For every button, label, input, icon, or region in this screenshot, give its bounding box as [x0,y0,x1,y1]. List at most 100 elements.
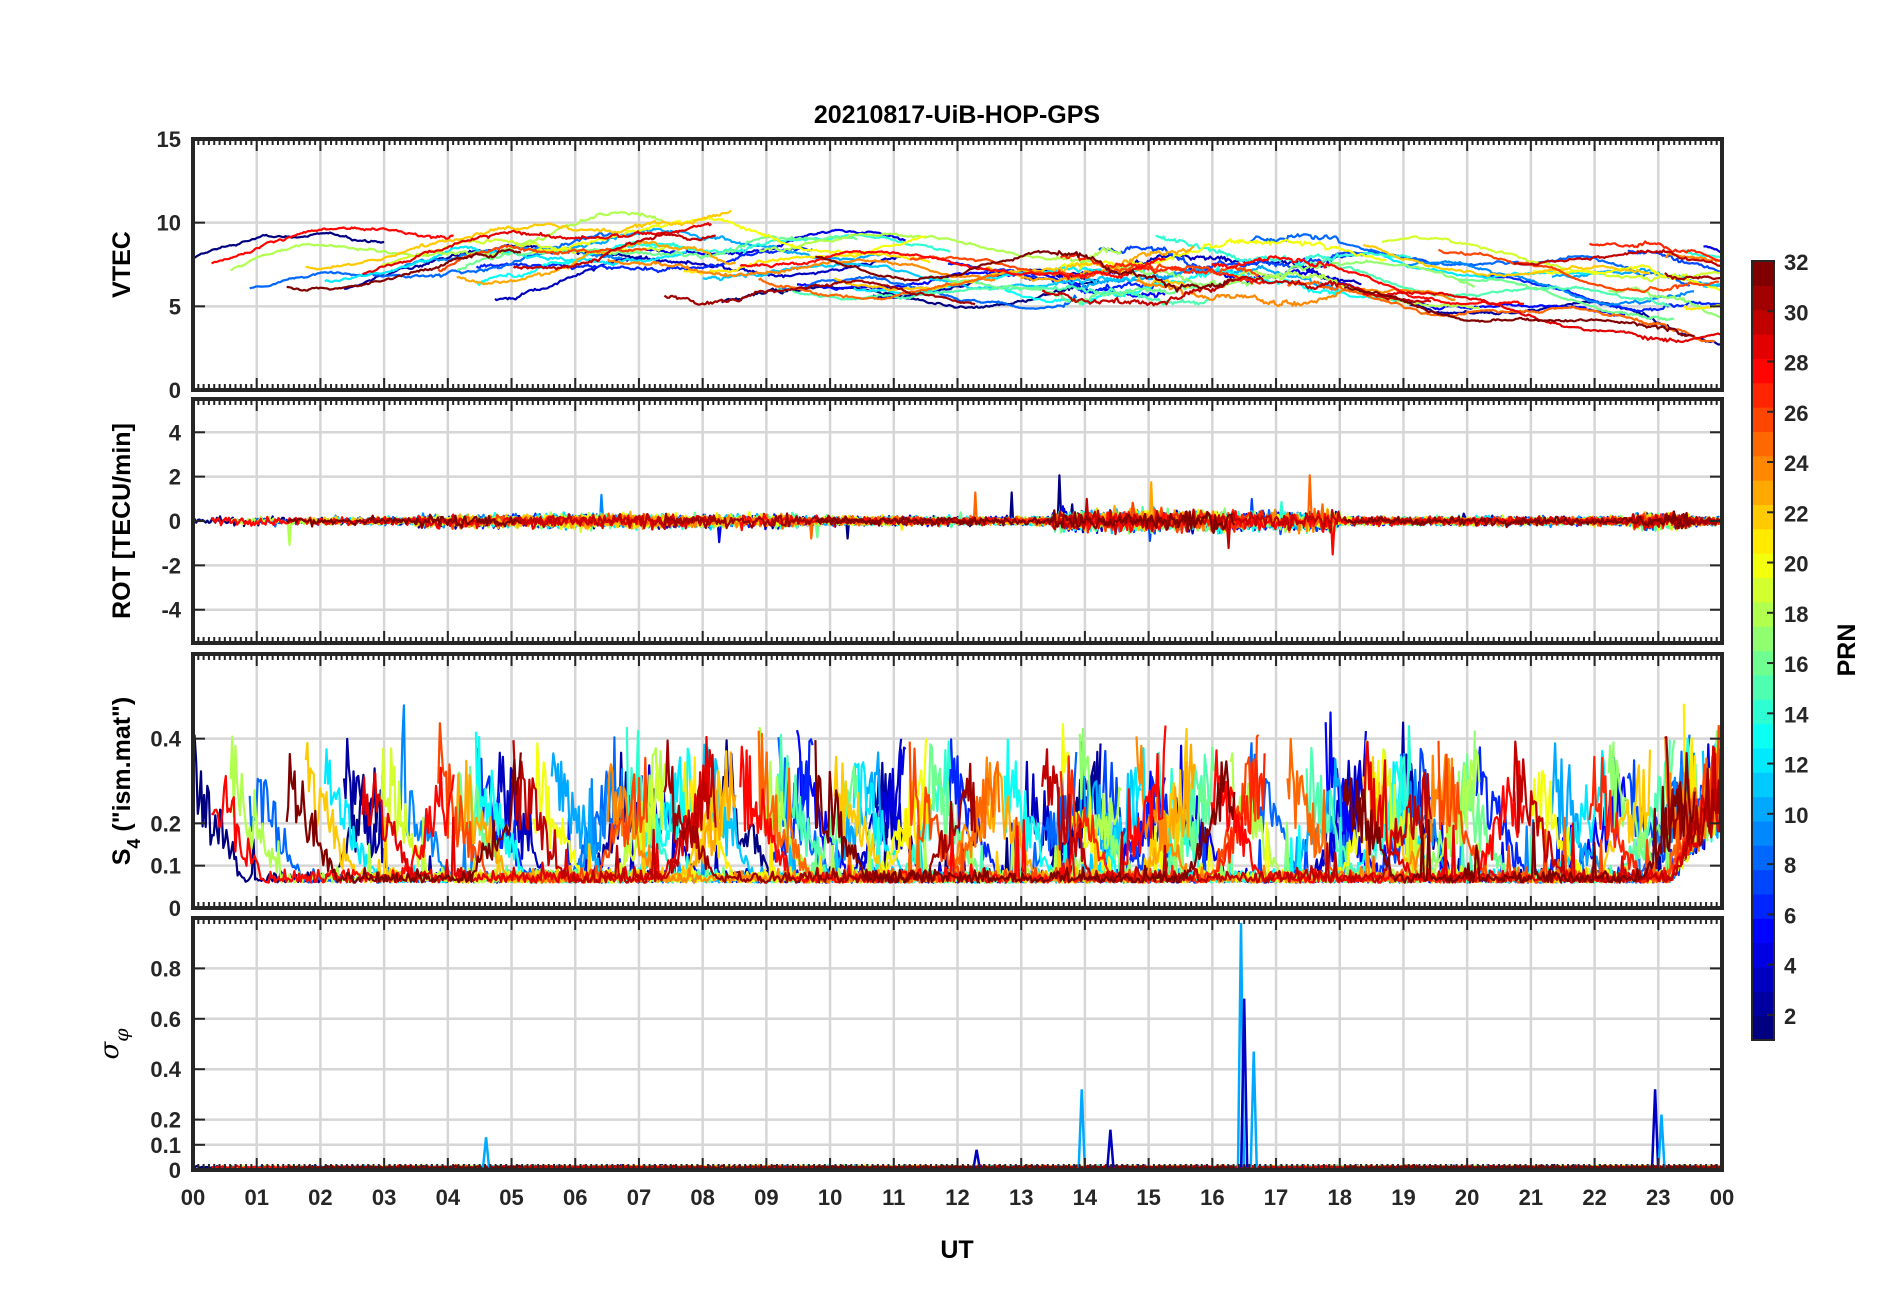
series-prn-18 [230,210,663,272]
colorbar-tick-label: 2 [1784,1004,1796,1029]
x-tick-label: 03 [372,1185,396,1210]
colorbar-cell [1752,480,1774,506]
x-tick-label: 11 [882,1185,905,1210]
series-prn-16 [1457,277,1675,322]
x-tick-label: 09 [754,1185,778,1210]
series-prn-32 [285,752,522,884]
x-tick-label: 01 [244,1185,268,1210]
x-axis-label: UT [940,1236,973,1264]
sigma-spike [1249,1051,1258,1168]
sigma-spike [1077,1089,1086,1168]
colorbar-tick-label: 14 [1784,702,1809,727]
series-group [193,209,1722,346]
colorbar-tick-label: 6 [1784,903,1796,928]
series-prn-12 [1381,749,1607,884]
colorbar-tick-label: 18 [1784,602,1808,627]
colorbar-tick-label: 24 [1784,451,1809,476]
x-tick-label: 12 [945,1185,969,1210]
colorbar-cell [1752,431,1774,457]
panel-vtec: 0 5 10 15 VTEC [108,127,1724,403]
series-prn-30 [1513,249,1722,268]
colorbar-cell [1752,1015,1774,1041]
series-prn-15 [777,284,1210,307]
y-tick-label: 0.4 [150,727,181,752]
colorbar-cell [1752,553,1774,579]
colorbar-cell [1752,991,1774,1017]
series-prn-16 [456,235,858,272]
colorbar-cell [1752,285,1774,311]
colorbar-cell [1752,918,1774,944]
x-tick-label: 06 [563,1185,587,1210]
y-tick-label: 0.1 [150,1133,181,1158]
y-tick-label: 4 [169,420,182,445]
series-prn-26 [1438,248,1720,294]
sigma-spike [1650,1089,1660,1168]
y-tick-label: 10 [157,211,181,236]
colorbar-tick-label: 32 [1784,250,1808,275]
sigma-spike [1657,1114,1666,1168]
colorbar-cell [1752,893,1774,919]
colorbar-cell [1752,674,1774,700]
series-prn-27 [1588,240,1722,262]
series-prn-22 [1362,243,1651,278]
x-tick-label: 20 [1455,1185,1479,1210]
series-prn-17 [1079,257,1476,288]
series-prn-28 [211,226,454,265]
x-tick-label: 04 [436,1185,461,1210]
colorbar-cell [1752,772,1774,798]
x-tick-label: 00 [1710,1185,1734,1210]
colorbar-tick-label: 16 [1784,652,1808,677]
x-tick-label: 22 [1582,1185,1606,1210]
series-prn-32 [1344,286,1695,338]
colorbar-cell [1752,942,1774,968]
colorbar-tick-label: 28 [1784,351,1808,376]
series-prn-18 [758,232,1122,265]
y-tick-label: 0 [169,378,181,403]
x-tick-label: 10 [818,1185,842,1210]
x-tick-label: 07 [627,1185,651,1210]
colorbar-cell [1752,358,1774,384]
series-prn-11 [702,262,1142,290]
x-tick-label: 16 [1200,1185,1224,1210]
y-tick-label: 0.2 [150,1108,181,1133]
colorbar-tick-label: 30 [1784,300,1808,325]
colorbar-cell [1752,869,1774,895]
series-prn-28 [739,250,1166,280]
colorbar-cell [1752,747,1774,773]
series-prn-7 [1098,245,1431,272]
series-prn-31 [1664,736,1722,847]
y-tick-label: 0.8 [150,956,181,981]
y-label-main: S [108,849,136,866]
y-tick-label: 5 [169,294,181,319]
series-prn-32 [814,740,1236,884]
series-group [193,474,1722,556]
y-label-sub: φ [111,1028,133,1042]
colorbar-cell [1752,626,1774,652]
series-prn-25 [1286,280,1716,344]
series-prn-32 [285,513,521,529]
colorbar-label: PRN [1833,624,1861,677]
series-group [193,703,1722,884]
series-prn-7 [1627,249,1722,274]
y-tick-label: -2 [161,553,181,578]
series-prn-8 [1249,233,1691,287]
colorbar-tick-label: 20 [1784,552,1808,577]
series-prn-9 [1400,260,1694,307]
series-prn-23 [985,245,1195,283]
colorbar-cell [1752,796,1774,822]
x-tick-label: 14 [1073,1185,1098,1210]
y-tick-label: 0 [169,896,181,921]
panel-rot: -4 -2 0 2 4 ROT [TECU/min] [108,397,1724,645]
y-tick-label: 0.1 [150,854,181,879]
x-tick-label: 19 [1391,1185,1415,1210]
series-prn-32 [1343,751,1696,884]
x-tick-label: 17 [1264,1185,1288,1210]
y-label-sub: 4 [124,839,144,849]
series-prn-4 [1703,245,1722,254]
sigma-spike [481,1137,491,1168]
x-tick-label: 08 [690,1185,714,1210]
colorbar-cell [1752,601,1774,627]
y-tick-label: 0.2 [150,811,181,836]
